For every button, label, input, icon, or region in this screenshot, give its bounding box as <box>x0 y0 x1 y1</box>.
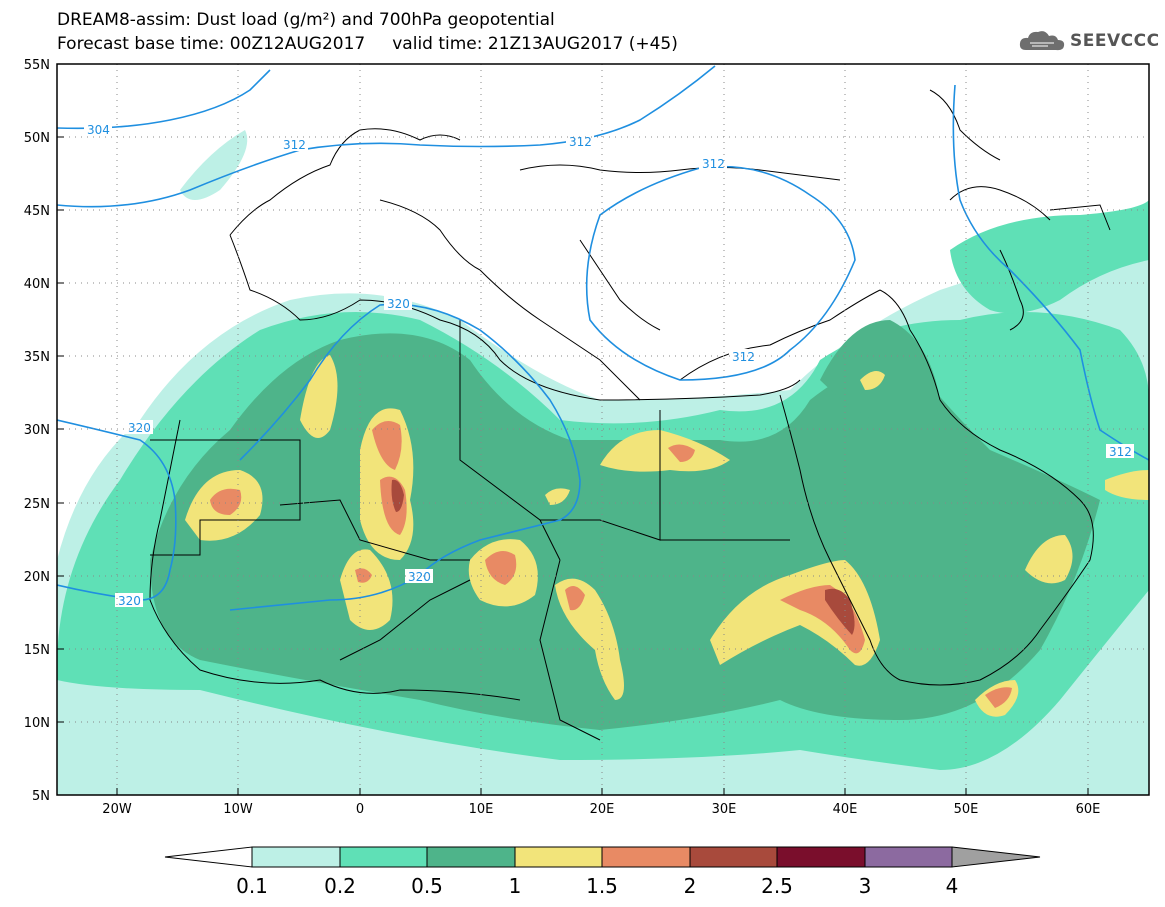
contour-label: 320 <box>128 421 151 435</box>
contour-312-asia <box>952 84 1149 461</box>
colorbar-min-arrow <box>164 846 253 868</box>
map-subtitle: Forecast base time: 00Z12AUG2017 valid t… <box>57 34 678 54</box>
lon-label: 40E <box>833 802 858 817</box>
axis-ticks <box>57 63 1089 795</box>
colorbar-cell <box>601 846 691 868</box>
contour-label: 312 <box>732 350 755 364</box>
lon-label: 30E <box>712 802 737 817</box>
colorbar-labels: 0.1 0.2 0.5 1 1.5 2 2.5 3 4 <box>236 874 958 898</box>
lat-label: 5N <box>32 789 50 804</box>
lat-label: 40N <box>24 277 50 292</box>
lat-label: 45N <box>24 204 50 219</box>
colorbar-label: 2 <box>684 874 697 898</box>
dust-band-0.2-caspian <box>950 200 1149 314</box>
cloud-icon <box>1019 31 1065 51</box>
contour-label: 320 <box>387 297 410 311</box>
latitude-labels: 55N 50N 45N 40N 35N 30N 25N 20N 15N 10N … <box>24 58 50 804</box>
colorbar-label: 2.5 <box>761 874 793 898</box>
colorbar-cell <box>426 846 516 868</box>
colorbar-label: 0.2 <box>324 874 356 898</box>
logo-text: SEEVCCC <box>1070 31 1160 51</box>
dust-band-2 <box>391 479 855 635</box>
contour-320-north <box>229 303 581 611</box>
lat-label: 25N <box>24 497 50 512</box>
contour-label: 304 <box>87 123 110 137</box>
contour-312-west <box>57 65 716 208</box>
colorbar-cell <box>689 846 778 868</box>
contour-label: 312 <box>1109 445 1132 459</box>
colorbar-max-arrow <box>951 846 1041 868</box>
lon-label: 20E <box>590 802 615 817</box>
colorbar-cell <box>776 846 866 868</box>
lon-label: 0 <box>356 802 364 817</box>
contour-labels: 304 312 312 312 312 320 320 320 320 312 <box>84 122 1134 608</box>
colorbar-cell <box>251 846 341 868</box>
lat-label: 35N <box>24 350 50 365</box>
lat-label: 55N <box>24 58 50 73</box>
colorbar <box>164 846 1041 868</box>
contour-label: 312 <box>569 135 592 149</box>
lon-label: 10E <box>469 802 494 817</box>
lon-label: 10W <box>223 802 253 817</box>
contour-label: 320 <box>408 570 431 584</box>
colorbar-label: 1 <box>509 874 522 898</box>
colorbar-label: 0.5 <box>411 874 443 898</box>
lon-label: 50E <box>954 802 979 817</box>
longitude-labels: 20W 10W 0 10E 20E 30E 40E 50E 60E <box>102 802 1100 817</box>
colorbar-label: 1.5 <box>586 874 618 898</box>
contour-label: 312 <box>283 138 306 152</box>
contour-label: 320 <box>118 594 141 608</box>
colorbar-label: 0.1 <box>236 874 268 898</box>
dust-band-0.1-north <box>180 130 248 200</box>
map-title: DREAM8-assim: Dust load (g/m²) and 700hP… <box>57 10 555 30</box>
colorbar-cell <box>864 846 953 868</box>
lon-label: 60E <box>1076 802 1101 817</box>
map-grid <box>57 64 1149 795</box>
contour-label: 312 <box>702 157 725 171</box>
lat-label: 15N <box>24 643 50 658</box>
seevccc-logo: SEEVCCC <box>1018 28 1160 54</box>
colorbar-label: 4 <box>946 874 959 898</box>
lat-label: 30N <box>24 423 50 438</box>
lat-label: 50N <box>24 131 50 146</box>
colorbar-label: 3 <box>859 874 872 898</box>
colorbar-cell <box>514 846 603 868</box>
lat-label: 10N <box>24 716 50 731</box>
lat-label: 20N <box>24 570 50 585</box>
lon-label: 20W <box>102 802 132 817</box>
colorbar-cell <box>339 846 428 868</box>
coastlines <box>149 89 1111 741</box>
